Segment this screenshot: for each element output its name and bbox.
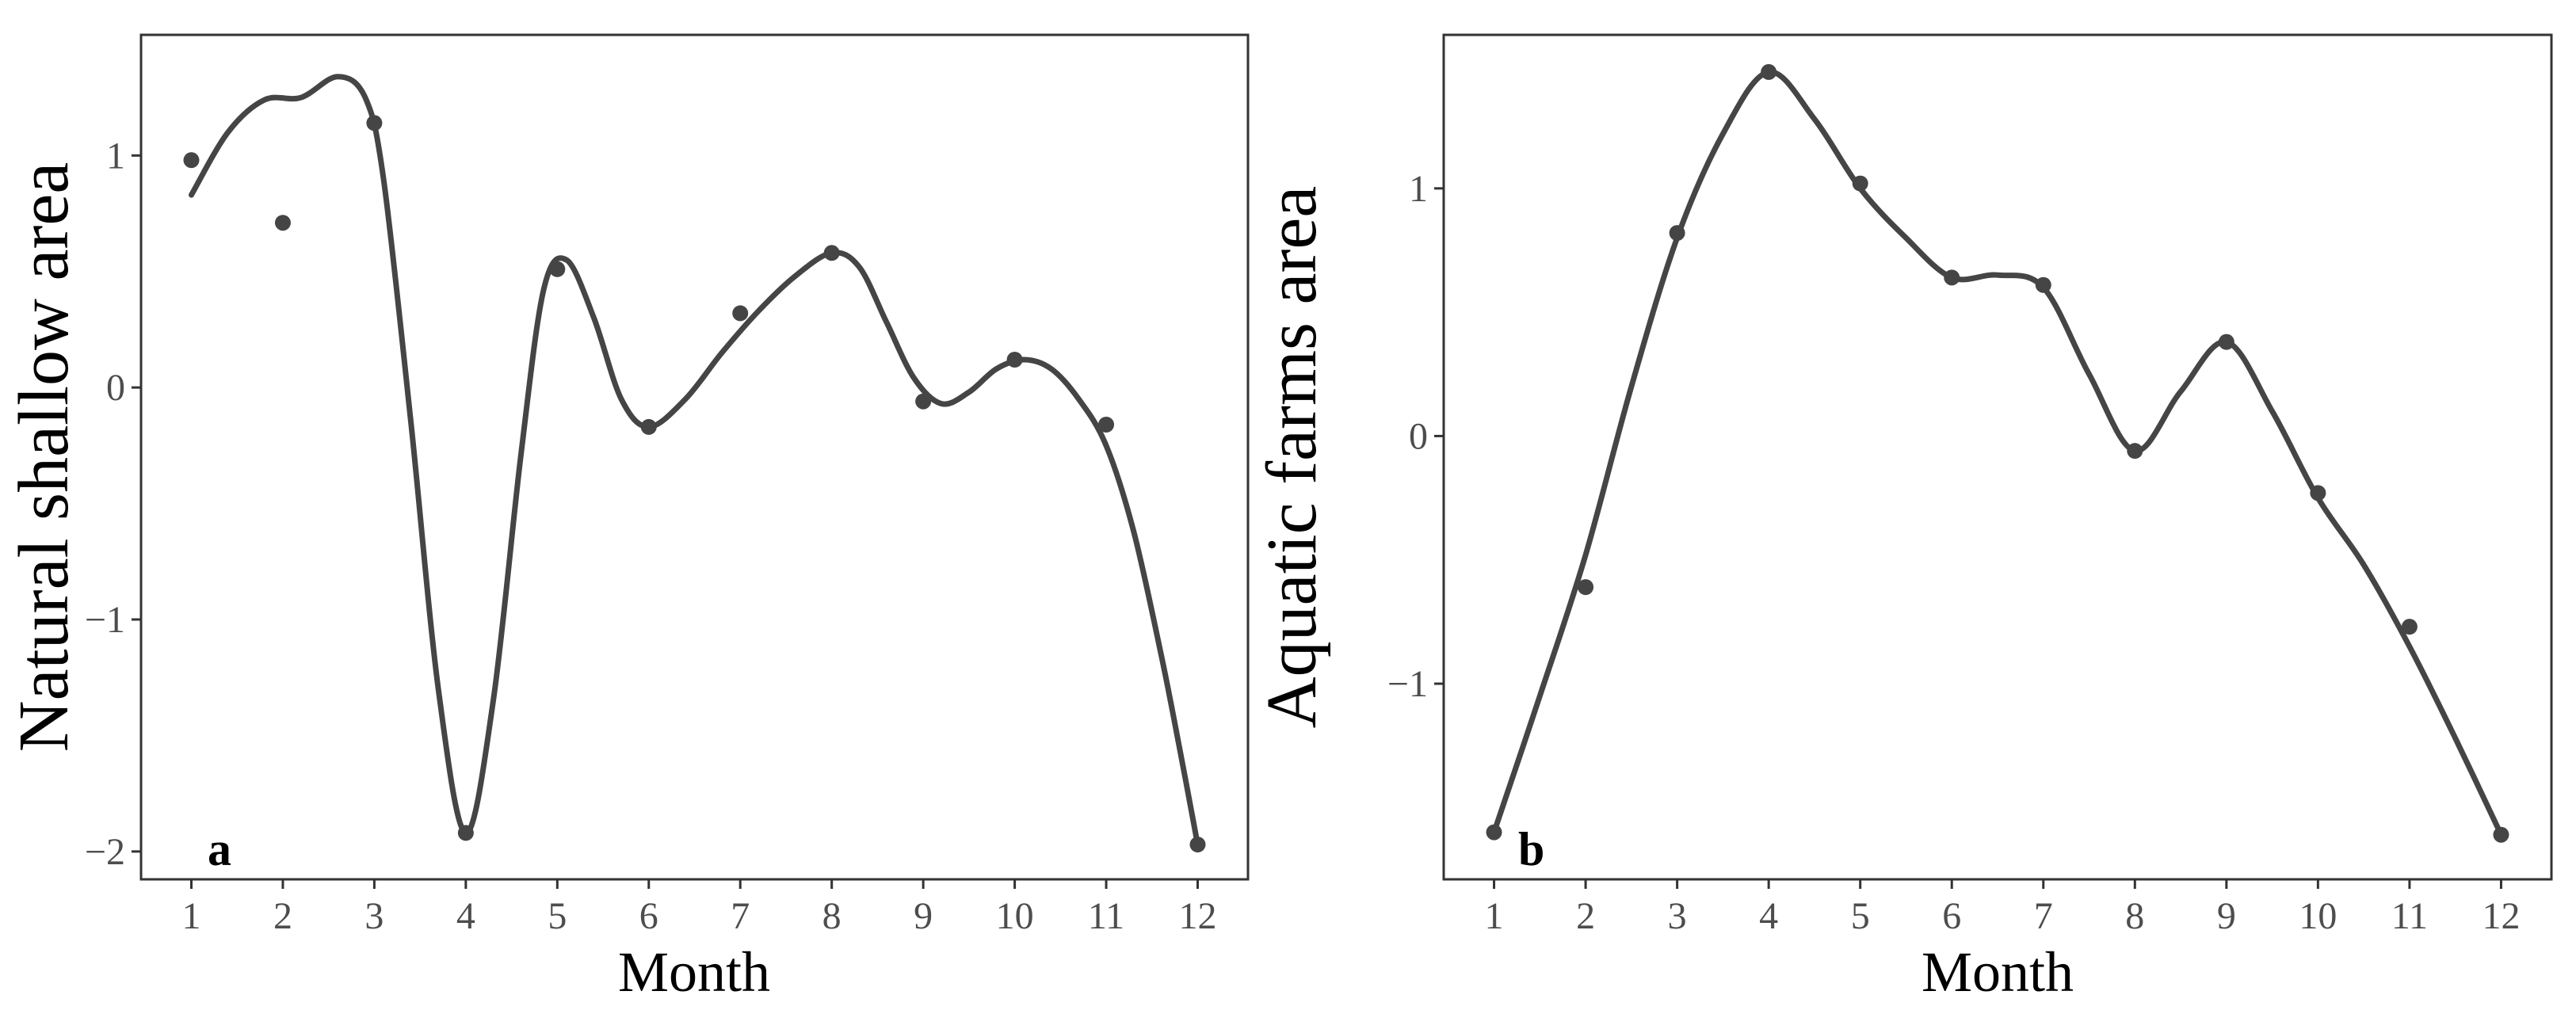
data-point-b bbox=[2035, 276, 2051, 293]
smooth-curve-b bbox=[1491, 69, 2504, 838]
x-tick-label-a: 3 bbox=[364, 895, 384, 937]
y-tick-label-b: −1 bbox=[1387, 663, 1428, 705]
x-tick-label-b: 11 bbox=[2391, 895, 2428, 937]
x-tick-label-a: 11 bbox=[1088, 895, 1124, 937]
y-tick-label-a: −2 bbox=[85, 831, 125, 873]
x-tick-label-a: 6 bbox=[639, 895, 658, 937]
x-axis-b: 1 2 3 4 5 6 7 8 9 10 11 12 bbox=[1485, 879, 2520, 937]
data-point-a bbox=[549, 261, 566, 277]
y-tick-label-b: 1 bbox=[1409, 168, 1428, 210]
data-point-a bbox=[640, 418, 657, 435]
data-point-a bbox=[183, 152, 200, 169]
data-points-a bbox=[183, 115, 1206, 853]
data-point-b bbox=[2218, 334, 2234, 350]
data-points-b bbox=[1486, 63, 2509, 843]
y-axis-title-a: Natural shallow area bbox=[5, 162, 83, 753]
x-tick-label-b: 6 bbox=[1942, 895, 1961, 937]
x-tick-label-a: 7 bbox=[731, 895, 750, 937]
x-axis-a: 1 2 3 4 5 6 7 8 9 10 11 12 bbox=[182, 879, 1217, 937]
x-tick-label-b: 3 bbox=[1668, 895, 1687, 937]
x-tick-label-b: 12 bbox=[2482, 895, 2520, 937]
x-tick-label-a: 8 bbox=[822, 895, 841, 937]
data-point-a bbox=[1098, 417, 1115, 433]
plot-frame-b bbox=[1442, 33, 2553, 881]
x-tick-label-a: 1 bbox=[182, 895, 201, 937]
x-tick-label-b: 4 bbox=[1759, 895, 1778, 937]
y-axis-b: −1 0 1 bbox=[1387, 168, 1444, 705]
x-axis-title-b: Month bbox=[1922, 940, 2074, 1004]
data-point-b bbox=[1944, 269, 1960, 286]
data-point-b bbox=[2493, 826, 2509, 843]
smooth-curve-a bbox=[189, 74, 1200, 848]
y-tick-label-a: −1 bbox=[85, 599, 125, 641]
data-point-b bbox=[1669, 225, 1685, 242]
panel-label-a: a bbox=[208, 823, 231, 875]
x-tick-label-a: 10 bbox=[996, 895, 1034, 937]
data-point-b bbox=[1761, 63, 1777, 80]
y-tick-label-a: 0 bbox=[106, 367, 125, 409]
x-tick-label-a: 12 bbox=[1179, 895, 1217, 937]
x-tick-label-b: 1 bbox=[1485, 895, 1504, 937]
x-tick-label-b: 5 bbox=[1851, 895, 1870, 937]
x-tick-label-a: 4 bbox=[456, 895, 475, 937]
chart-panel-b: −101 1 2 3 4 5 6 7 8 9 10 11 12 b Month Aquatic far… bbox=[1253, 33, 2553, 1004]
x-axis-title-a: Month bbox=[618, 940, 770, 1004]
x-tick-label-a: 2 bbox=[273, 895, 292, 937]
plot-frame-a bbox=[139, 33, 1250, 881]
data-point-a bbox=[1189, 837, 1206, 853]
data-point-a bbox=[915, 393, 932, 410]
data-point-a bbox=[274, 215, 291, 231]
y-tick-label-b: 0 bbox=[1409, 415, 1428, 457]
x-tick-label-b: 7 bbox=[2034, 895, 2053, 937]
y-axis-title-b: Aquatic farms area bbox=[1253, 186, 1331, 729]
data-point-b bbox=[2401, 619, 2418, 635]
y-tick-label-a: 1 bbox=[106, 135, 125, 177]
data-point-b bbox=[1578, 579, 1594, 596]
x-tick-label-a: 9 bbox=[914, 895, 933, 937]
data-point-b bbox=[1852, 175, 1868, 192]
x-tick-label-b: 2 bbox=[1576, 895, 1595, 937]
data-point-a bbox=[457, 825, 474, 841]
data-point-a bbox=[732, 305, 749, 322]
data-point-b bbox=[2310, 485, 2326, 501]
x-tick-label-b: 10 bbox=[2299, 895, 2337, 937]
data-point-a bbox=[1006, 352, 1023, 368]
data-point-a bbox=[366, 115, 383, 132]
y-axis-a: −2 −1 0 1 bbox=[85, 135, 141, 873]
x-tick-label-b: 8 bbox=[2125, 895, 2144, 937]
panel-label-b: b bbox=[1518, 823, 1544, 875]
x-tick-label-b: 9 bbox=[2217, 895, 2236, 937]
chart-panel-a: −2−101 1 2 3 4 5 6 7 8 9 10 11 12 a Month Natural s… bbox=[5, 33, 1250, 1004]
x-tick-label-a: 5 bbox=[548, 895, 567, 937]
data-point-b bbox=[1486, 824, 1502, 841]
data-point-b bbox=[2127, 443, 2143, 459]
data-point-a bbox=[823, 245, 840, 261]
